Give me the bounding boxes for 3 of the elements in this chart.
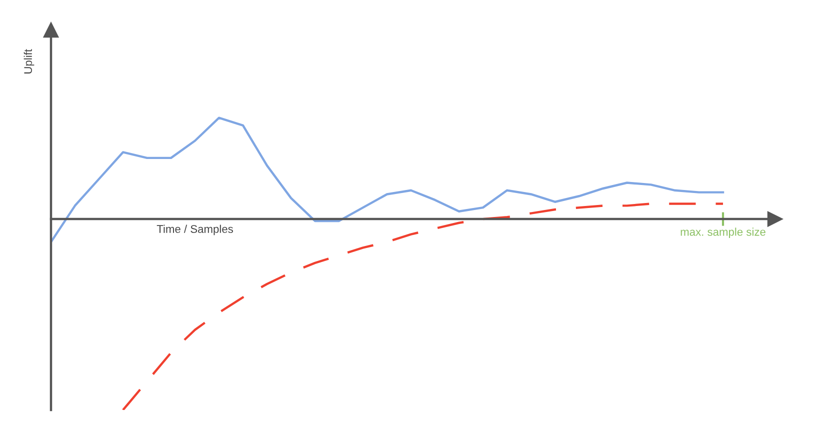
- x-axis-title: Time / Samples: [156, 224, 233, 236]
- annotation: max. sample size: [680, 228, 766, 238]
- y-axis-title: Uplift: [24, 49, 34, 74]
